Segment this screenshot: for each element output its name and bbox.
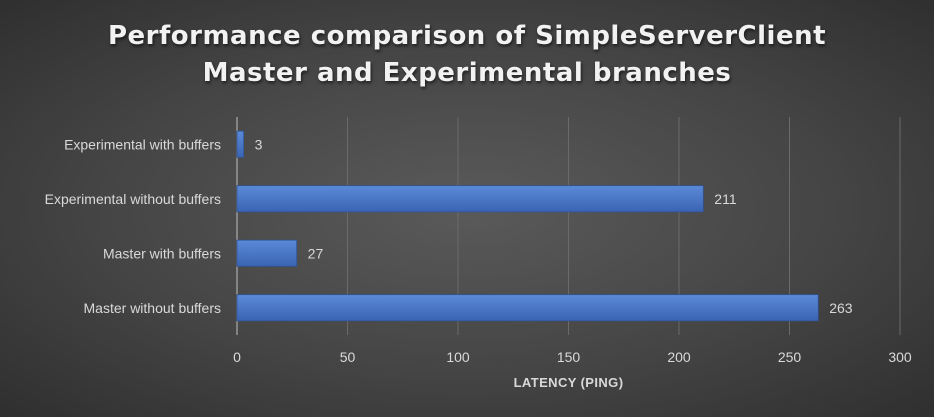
data-label: 211	[714, 191, 737, 207]
bar	[236, 239, 298, 267]
x-tick-label: 300	[888, 349, 912, 365]
category-label: Master without buffers	[84, 300, 221, 316]
bar	[236, 130, 245, 158]
data-label: 27	[308, 245, 324, 261]
chart-title-line-1: Performance comparison of SimpleServerCl…	[107, 21, 827, 51]
x-tick-label: 200	[667, 349, 691, 365]
x-tick-label: 150	[557, 349, 581, 365]
chart-title-line-2: Master and Experimental branches	[202, 58, 732, 88]
data-label: 3	[255, 136, 263, 152]
category-label: Experimental without buffers	[45, 191, 221, 207]
bar	[236, 294, 819, 322]
x-tick-label: 100	[446, 349, 470, 365]
data-label: 263	[829, 300, 853, 316]
x-tick-label: 0	[233, 349, 241, 365]
bar	[236, 185, 704, 213]
category-label: Experimental with buffers	[64, 136, 221, 152]
chart-title: Performance comparison of SimpleServerCl…	[0, 18, 934, 92]
category-label: Master with buffers	[103, 245, 221, 261]
x-tick-label: 250	[778, 349, 802, 365]
x-axis-title: LATENCY (PING)	[514, 375, 624, 390]
x-tick-label: 50	[340, 349, 356, 365]
